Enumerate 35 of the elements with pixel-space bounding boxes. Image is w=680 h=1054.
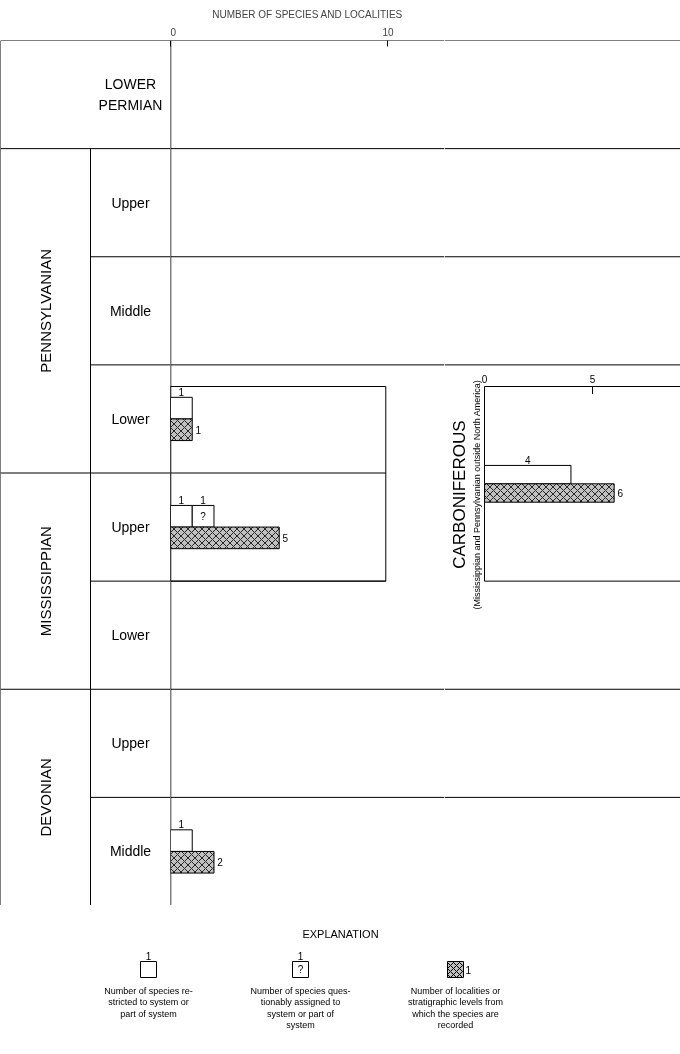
y-tick-label: Lower: [111, 627, 150, 644]
text: 1: [465, 964, 472, 976]
legend-title: EXPLANATION: [302, 927, 379, 940]
y-tick-label: Middle: [109, 302, 152, 319]
legend-label: Number of species re- stricted to system or part of system: [104, 985, 193, 1019]
text: DEVONIAN: [37, 758, 54, 837]
y-tick-label: Upper: [111, 735, 150, 752]
annotation: ?: [200, 510, 207, 522]
text: ?: [297, 964, 304, 975]
data-label: 1: [195, 424, 202, 436]
data-label: 1: [178, 386, 185, 398]
legend-label: Number of localities or stratigraphic levels from which the species are recorded: [407, 985, 504, 1030]
x-tick-label: 0: [481, 374, 488, 386]
text: CARBONIFEROUS: [450, 420, 470, 569]
text: MISSISSIPPIAN: [37, 526, 54, 637]
data-label: 1: [178, 819, 185, 831]
text: 1: [297, 950, 304, 962]
data-label: 6: [617, 488, 624, 499]
x-tick-label: 0: [170, 26, 177, 38]
legend-label: Number of species ques- tionably assigned to system or part of system: [250, 985, 351, 1030]
y-tick-label: LOWER PERMIAN: [98, 76, 163, 113]
y-tick-label: Middle: [109, 843, 152, 860]
data-label: 1: [178, 494, 185, 506]
y-tick-label: Lower: [111, 410, 150, 427]
text: 1: [145, 950, 152, 962]
x-axis-title: NUMBER OF SPECIES AND LOCALITIES: [212, 8, 403, 20]
data-label: 1: [200, 494, 207, 506]
y-tick-label: Upper: [111, 519, 150, 536]
y-tick-label: Upper: [111, 194, 150, 211]
data-label: 2: [217, 857, 224, 869]
text: (Mississippian and Pennsylvanian outside North America): [471, 380, 482, 610]
text: PENNSYLVANIAN: [37, 248, 54, 373]
x-tick-label: 10: [382, 26, 394, 38]
data-label: 5: [282, 532, 289, 544]
data-label: 4: [524, 454, 531, 466]
